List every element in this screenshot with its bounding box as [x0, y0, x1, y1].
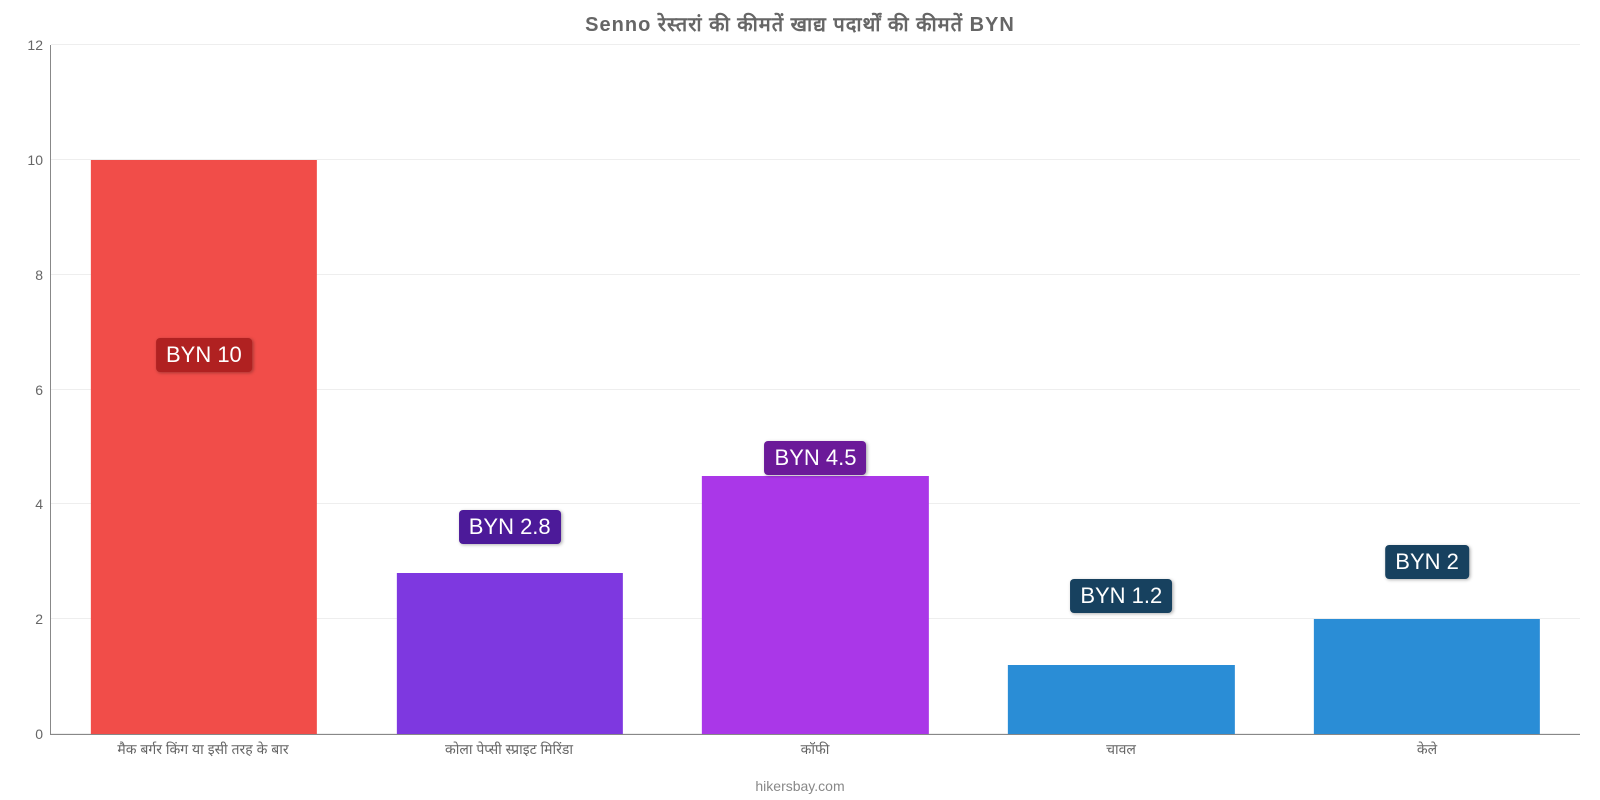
bar [1008, 665, 1234, 734]
value-badge: BYN 10 [156, 338, 252, 372]
bar [702, 476, 928, 734]
y-tick-label: 8 [11, 267, 51, 283]
value-badge: BYN 2.8 [459, 510, 561, 544]
chart-title: Senno रेस्तरां की कीमतें खाद्य पदार्थों … [0, 0, 1600, 40]
y-tick-label: 12 [11, 37, 51, 53]
y-tick-label: 10 [11, 152, 51, 168]
x-tick-label: चावल [968, 740, 1274, 759]
y-tick-label: 0 [11, 726, 51, 742]
bar-slot: BYN 2.8 [357, 45, 663, 734]
bar [397, 573, 623, 734]
y-tick-label: 4 [11, 496, 51, 512]
source-text: hikersbay.com [0, 778, 1600, 794]
bar-slot: BYN 10 [51, 45, 357, 734]
y-tick-label: 6 [11, 382, 51, 398]
bar-slot: BYN 1.2 [968, 45, 1274, 734]
value-badge: BYN 4.5 [765, 441, 867, 475]
value-badge: BYN 2 [1385, 545, 1469, 579]
bar [91, 160, 317, 734]
x-tick-label: मैक बर्गर किंग या इसी तरह के बार [50, 740, 356, 759]
y-tick-label: 2 [11, 611, 51, 627]
bar [1314, 619, 1540, 734]
x-tick-label: कोला पेप्सी स्प्राइट मिरिंडा [356, 740, 662, 759]
x-tick-label: कॉफी [662, 740, 968, 759]
value-badge: BYN 1.2 [1070, 579, 1172, 613]
bar-slot: BYN 2 [1274, 45, 1580, 734]
bar-slot: BYN 4.5 [663, 45, 969, 734]
price-bar-chart: Senno रेस्तरां की कीमतें खाद्य पदार्थों … [0, 0, 1600, 800]
x-axis-labels: मैक बर्गर किंग या इसी तरह के बारकोला पेप… [50, 740, 1580, 759]
x-tick-label: केले [1274, 740, 1580, 759]
plot-area: 024681012 BYN 10BYN 2.8BYN 4.5BYN 1.2BYN… [50, 45, 1580, 735]
bars-row: BYN 10 BYN 2.8 BYN 4.5 BYN 1.2 BYN 2 [51, 45, 1580, 734]
